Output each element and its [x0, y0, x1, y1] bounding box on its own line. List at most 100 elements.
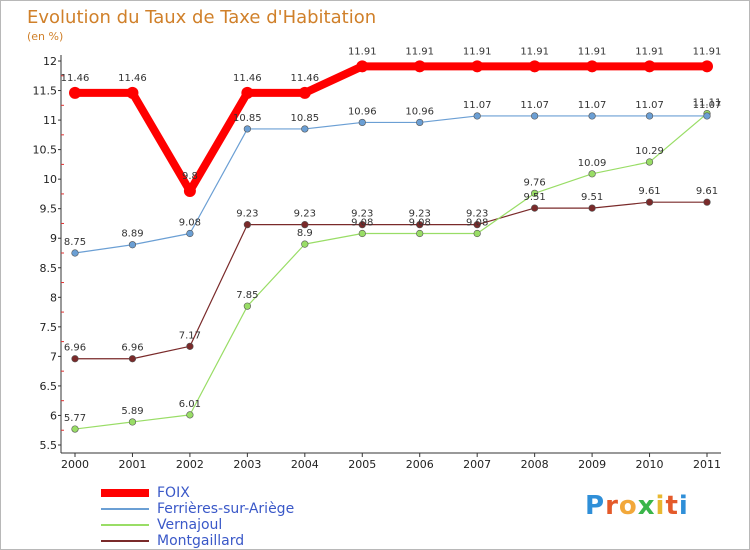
x-tick-label: 2011	[693, 458, 721, 471]
data-point	[416, 221, 424, 229]
data-point	[356, 60, 369, 73]
logo-letter: i	[678, 491, 689, 521]
data-label: 10.96	[405, 106, 434, 117]
data-point	[241, 86, 254, 99]
data-point	[473, 112, 481, 120]
data-label: 11.91	[693, 46, 722, 57]
data-label: 11.46	[118, 73, 147, 84]
data-point	[298, 86, 311, 99]
proxiti-logo: Proxiti	[585, 491, 689, 521]
logo-letter: P	[585, 491, 606, 521]
legend-label-vernajoul: Vernajoul	[157, 517, 223, 533]
y-tick-label: 9.5	[40, 203, 58, 216]
data-point	[71, 249, 79, 257]
data-label: 9.23	[294, 209, 316, 220]
data-label: 9.61	[638, 186, 660, 197]
y-tick-label: 8.5	[40, 262, 58, 275]
data-label: 8.9	[297, 228, 313, 239]
x-tick-label: 2008	[521, 458, 549, 471]
y-tick-label: 5.5	[40, 439, 58, 452]
data-label: 8.75	[64, 237, 86, 248]
x-tick-label: 2010	[636, 458, 664, 471]
data-point	[71, 355, 79, 363]
y-tick-label: 11.5	[33, 85, 58, 98]
y-tick-label: 10.5	[33, 144, 58, 157]
series-layer	[69, 60, 713, 433]
legend-swatch-vernajoul	[101, 524, 149, 526]
data-point	[531, 204, 539, 212]
data-label: 11.91	[348, 46, 377, 57]
data-point	[701, 60, 713, 73]
data-point	[416, 229, 424, 238]
data-label: 9.08	[179, 218, 201, 229]
y-tick-label: 11	[43, 114, 57, 127]
x-tick-label: 2002	[176, 458, 204, 471]
y-tick-label: 10	[43, 173, 57, 186]
data-label: 11.07	[463, 100, 492, 111]
y-tick-label: 8	[50, 291, 57, 304]
data-point	[645, 158, 654, 166]
series-line-0	[75, 62, 707, 195]
legend-label-ferrieres: Ferrières-sur-Ariège	[157, 501, 295, 517]
data-point	[126, 86, 139, 99]
data-label: 11.07	[520, 100, 549, 111]
data-point	[71, 425, 79, 433]
data-point	[531, 112, 539, 120]
data-point	[128, 241, 137, 249]
y-tick-label: 9	[50, 232, 57, 245]
data-point	[358, 229, 366, 238]
data-label: 10.85	[290, 113, 319, 124]
data-label: 7.17	[179, 330, 201, 341]
data-label: 9.23	[409, 209, 431, 220]
data-label: 9.23	[351, 209, 373, 220]
data-label: 5.77	[64, 413, 86, 424]
legend-swatch-ferrieres	[101, 508, 149, 510]
data-point	[703, 112, 711, 120]
data-label: 9.08	[466, 218, 488, 229]
data-point	[186, 229, 194, 238]
data-label: 9.8	[182, 171, 198, 182]
data-label: 6.01	[179, 399, 201, 410]
x-tick-label: 2006	[406, 458, 434, 471]
data-label: 10.85	[233, 113, 262, 124]
legend-label-montgaillard: Montgaillard	[157, 533, 245, 549]
data-point	[473, 229, 481, 238]
data-label: 11.91	[520, 46, 549, 57]
data-label: 11.07	[693, 100, 722, 111]
data-point	[186, 411, 194, 419]
y-tick-label: 7	[50, 350, 57, 363]
y-tick-label: 6.5	[40, 380, 58, 393]
data-point	[358, 221, 366, 229]
x-tick-label: 2009	[578, 458, 606, 471]
chart-subtitle: (en %)	[27, 30, 64, 43]
legend-swatch-foix	[101, 489, 149, 497]
data-point	[183, 184, 196, 197]
data-point	[301, 221, 309, 229]
data-point	[69, 86, 81, 99]
data-label: 6.96	[121, 343, 143, 354]
series-line-3	[75, 201, 707, 360]
data-point	[416, 118, 424, 127]
data-label: 11.11	[693, 98, 722, 109]
x-tick-label: 2001	[118, 458, 146, 471]
logo-letter: x	[637, 491, 656, 521]
series-line-1	[74, 115, 707, 254]
data-point	[471, 60, 484, 73]
chart-title: Evolution du Taux de Taxe d'Habitation	[27, 7, 377, 28]
legend-label-foix: FOIX	[157, 485, 190, 501]
data-point	[588, 170, 596, 178]
data-point	[531, 189, 539, 197]
logo-letter: r	[605, 491, 619, 521]
logo-letter: o	[618, 491, 638, 521]
data-point	[186, 342, 194, 350]
data-point	[413, 60, 426, 73]
data-label: 11.07	[578, 100, 607, 111]
x-tick-label: 2005	[348, 458, 376, 471]
series-line-2	[74, 113, 708, 430]
logo-letter: t	[665, 491, 679, 521]
data-point	[588, 112, 596, 120]
x-tick-label: 2004	[291, 458, 319, 471]
data-point	[301, 240, 309, 248]
data-label: 9.61	[696, 186, 718, 197]
